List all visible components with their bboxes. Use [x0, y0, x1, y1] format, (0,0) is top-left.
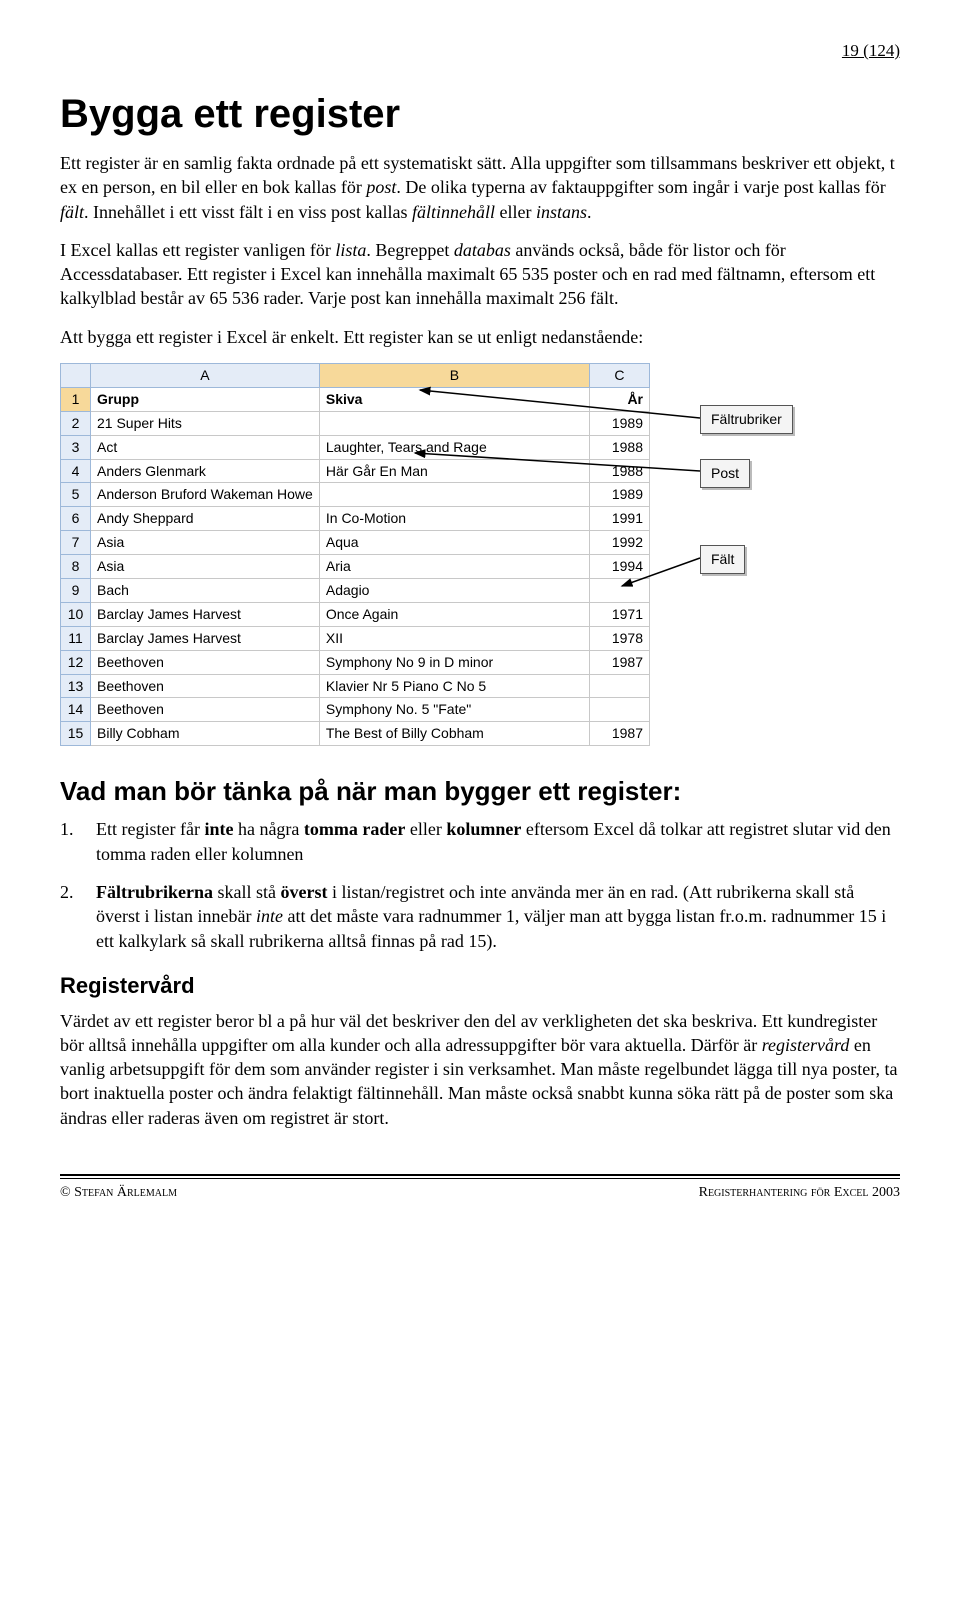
- rule-item-1: 1. Ett register får inte ha några tomma …: [60, 817, 900, 866]
- rule-number: 2.: [60, 880, 96, 953]
- rule-number: 1.: [60, 817, 96, 866]
- page-number: 19 (124): [60, 40, 900, 63]
- rule-item-2: 2. Fältrubrikerna skall stå överst i lis…: [60, 880, 900, 953]
- paragraph-registervard: Värdet av ett register beror bl a på hur…: [60, 1009, 900, 1130]
- rule-text: Ett register får inte ha några tomma rad…: [96, 817, 900, 866]
- spreadsheet-figure: ABC1GruppSkivaÅr221 Super Hits19893ActLa…: [60, 363, 900, 746]
- intro-paragraph: Ett register är en samlig fakta ordnade …: [60, 151, 900, 224]
- rule-text: Fältrubrikerna skall stå överst i listan…: [96, 880, 900, 953]
- paragraph-2: I Excel kallas ett register vanligen för…: [60, 238, 900, 311]
- page-title: Bygga ett register: [60, 87, 900, 141]
- paragraph-3: Att bygga ett register i Excel är enkelt…: [60, 325, 900, 349]
- page-footer: © Stefan Ärlemalm Registerhantering för …: [60, 1180, 900, 1203]
- rules-list: 1. Ett register får inte ha några tomma …: [60, 817, 900, 952]
- callout-post: Post: [700, 459, 750, 488]
- footer-right: Registerhantering för Excel 2003: [699, 1184, 900, 1203]
- callout-faltrubriker: Fältrubriker: [700, 405, 793, 434]
- excel-table: ABC1GruppSkivaÅr221 Super Hits19893ActLa…: [60, 363, 650, 746]
- callout-falt: Fält: [700, 545, 745, 574]
- footer-left: © Stefan Ärlemalm: [60, 1184, 177, 1203]
- subheading-rules: Vad man bör tänka på när man bygger ett …: [60, 774, 900, 809]
- subheading-registervard: Registervård: [60, 971, 900, 1001]
